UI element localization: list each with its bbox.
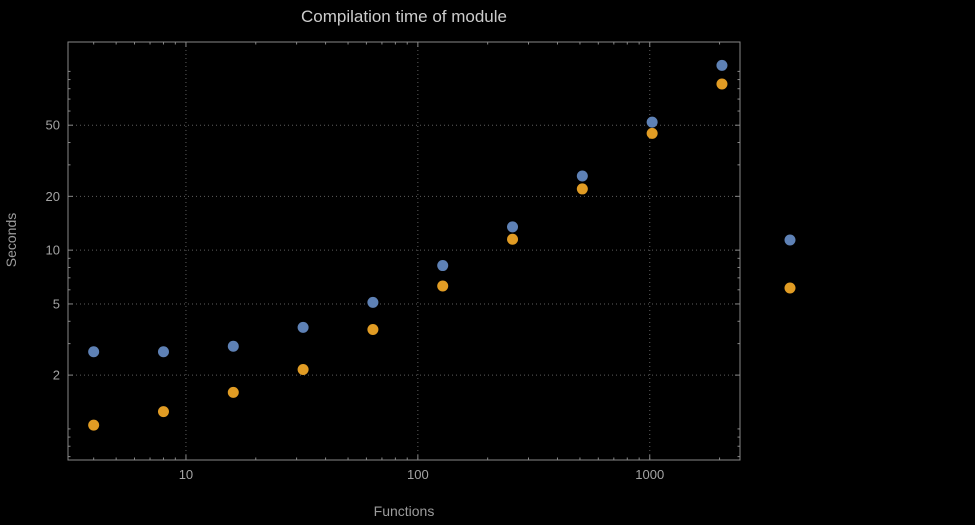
chart-layers: 10 100 1000 2 5 10 20 50 [46, 41, 796, 482]
legend-marker-series-2-orange [784, 282, 796, 294]
x-tick-label: 1000 [635, 467, 664, 482]
data-point-series-2-orange [367, 323, 379, 335]
chart-title: Compilation time of module [301, 7, 507, 26]
data-point-series-1-blue [367, 296, 379, 308]
data-point-series-2-orange [297, 363, 309, 375]
data-point-series-2-orange [157, 406, 169, 418]
x-tick-label: 100 [407, 467, 429, 482]
legend-marker-series-1-blue [784, 234, 796, 246]
y-tick-label: 5 [53, 296, 60, 311]
y-tick-label: 20 [46, 189, 60, 204]
data-point-series-1-blue [227, 340, 239, 352]
data-point-series-1-blue [646, 116, 658, 128]
data-point-series-2-orange [646, 127, 658, 139]
data-point-series-2-orange [88, 419, 100, 431]
y-tick-label: 50 [46, 118, 60, 133]
data-point-series-2-orange [227, 386, 239, 398]
data-point-series-1-blue [507, 221, 519, 233]
data-point-series-2-orange [576, 183, 588, 195]
y-tick-label: 2 [53, 368, 60, 383]
data-point-series-1-blue [716, 59, 728, 71]
data-point-series-1-blue [576, 170, 588, 182]
data-point-series-1-blue [157, 346, 169, 358]
data-point-series-1-blue [297, 321, 309, 333]
data-point-series-2-orange [507, 233, 519, 245]
x-tick-label: 10 [179, 467, 193, 482]
data-point-series-1-blue [88, 346, 100, 358]
y-axis-label: Seconds [3, 213, 19, 267]
data-point-series-2-orange [716, 78, 728, 90]
data-point-series-1-blue [437, 260, 449, 272]
plot-frame [67, 41, 741, 461]
data-point-series-2-orange [437, 280, 449, 292]
x-axis-label: Functions [374, 503, 435, 519]
y-tick-label: 10 [46, 243, 60, 258]
